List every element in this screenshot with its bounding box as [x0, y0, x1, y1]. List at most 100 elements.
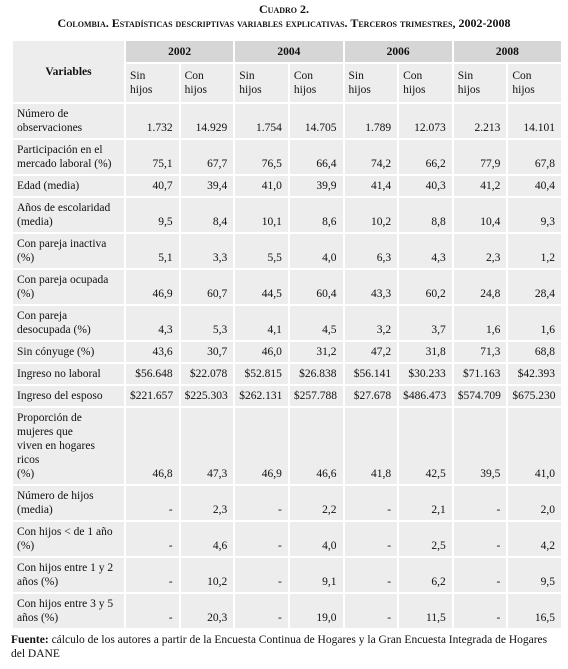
- cell-value: 24,8: [453, 270, 507, 304]
- cell-value: -: [344, 594, 398, 628]
- cell-value: -: [126, 558, 179, 592]
- cell-value: $52.815: [235, 364, 288, 384]
- cell-value: 2,3: [180, 486, 234, 520]
- cell-value: 4,0: [289, 522, 343, 556]
- cell-value: 28,4: [508, 270, 561, 304]
- cell-value: 46,0: [235, 342, 288, 362]
- data-row: Años de escolaridad (media) 9,5 8,4 10,1 8,6…: [13, 198, 561, 232]
- cell-value: 40,3: [399, 176, 452, 196]
- cell-value: 9,1: [289, 558, 343, 592]
- cell-value: 9,5: [126, 198, 179, 232]
- cell-value: 39,9: [289, 176, 343, 196]
- cell-value: 31,2: [289, 342, 343, 362]
- cell-value: $221.657: [126, 386, 179, 406]
- cell-value: 2,3: [453, 234, 507, 268]
- cell-value: 60,7: [180, 270, 234, 304]
- cell-value: 8,6: [289, 198, 343, 232]
- corner-header: Variables: [13, 41, 124, 102]
- cell-value: 4,3: [399, 234, 452, 268]
- cell-value: $56.648: [126, 364, 179, 384]
- data-row: Edad (media) 40,7 39,4 41,0 39,9 41,4 40,3 41,2…: [13, 176, 561, 196]
- cell-value: 3,7: [399, 306, 452, 340]
- cell-value: 2,2: [289, 486, 343, 520]
- cell-value: 1,6: [453, 306, 507, 340]
- cell-value: 46,8: [126, 408, 179, 484]
- cell-value: 5,3: [180, 306, 234, 340]
- source-note: Fuente: cálculo de los autores a partir …: [11, 633, 563, 661]
- data-row: Con pareja inactiva (%) 5,1 3,3 5,5 4,0 6,3 4,…: [13, 234, 561, 268]
- cell-value: 6,2: [399, 558, 452, 592]
- cell-value: 4,5: [289, 306, 343, 340]
- cell-value: 75,1: [126, 140, 179, 174]
- cell-value: 1,6: [508, 306, 561, 340]
- cell-value: 4,2: [508, 522, 561, 556]
- cell-value: 12.073: [399, 104, 452, 138]
- cell-value: 46,9: [235, 408, 288, 484]
- cell-value: -: [344, 558, 398, 592]
- cell-value: 20,3: [180, 594, 234, 628]
- cell-value: 77,9: [453, 140, 507, 174]
- cell-value: 14.705: [289, 104, 343, 138]
- row-label: Edad (media): [13, 176, 124, 196]
- source-text: cálculo de los autores a partir de la En…: [11, 634, 548, 660]
- cell-value: 41,2: [453, 176, 507, 196]
- cell-value: 60,4: [289, 270, 343, 304]
- cell-value: 5,1: [126, 234, 179, 268]
- cell-value: 19,0: [289, 594, 343, 628]
- row-label: Participación en el mercado laboral (%): [13, 140, 124, 174]
- cell-value: 30,7: [180, 342, 234, 362]
- subheader: Sin hijos: [235, 64, 288, 102]
- row-label: Proporción de mujeres que viven en hogar…: [13, 408, 124, 484]
- cell-value: -: [453, 486, 507, 520]
- cell-value: 66,2: [399, 140, 452, 174]
- data-row: Con hijos entre 3 y 5 años (%) -20,3-19,0…: [13, 594, 561, 628]
- cell-value: 3,2: [344, 306, 398, 340]
- subheader: Con hijos: [508, 64, 561, 102]
- source-label: Fuente:: [11, 634, 49, 646]
- table-number: Cuadro 2.: [259, 2, 309, 16]
- cell-value: 10,1: [235, 198, 288, 232]
- cell-value: -: [453, 558, 507, 592]
- cell-value: $30.233: [399, 364, 452, 384]
- cell-value: 67,7: [180, 140, 234, 174]
- row-label: Ingreso no laboral: [13, 364, 124, 384]
- year-header: 2002: [126, 41, 234, 62]
- cell-value: 14.929: [180, 104, 234, 138]
- cell-value: 39,4: [180, 176, 234, 196]
- data-row: Número de observaciones 1.732 14.929 1.754 1…: [13, 104, 561, 138]
- cell-value: 76,5: [235, 140, 288, 174]
- data-row: Participación en el mercado laboral (%) 7…: [13, 140, 561, 174]
- cell-value: $262.131: [235, 386, 288, 406]
- cell-value: 1.789: [344, 104, 398, 138]
- cell-value: 16,5: [508, 594, 561, 628]
- cell-value: -: [126, 486, 179, 520]
- cell-value: 1.732: [126, 104, 179, 138]
- year-header: 2004: [235, 41, 343, 62]
- cell-value: 10,2: [344, 198, 398, 232]
- cell-value: 8,4: [180, 198, 234, 232]
- cell-value: 4,1: [235, 306, 288, 340]
- cell-value: 4,6: [180, 522, 234, 556]
- row-label: Con hijos < de 1 año (%): [13, 522, 124, 556]
- cell-value: -: [453, 594, 507, 628]
- cell-value: 11,5: [399, 594, 452, 628]
- cell-value: 43,3: [344, 270, 398, 304]
- cell-value: 10,2: [180, 558, 234, 592]
- cell-value: 42,5: [399, 408, 452, 484]
- cell-value: 40,7: [126, 176, 179, 196]
- cell-value: 41,4: [344, 176, 398, 196]
- cell-value: 46,9: [126, 270, 179, 304]
- cell-value: 41,0: [235, 176, 288, 196]
- row-label: Sin cónyuge (%): [13, 342, 124, 362]
- cell-value: -: [344, 522, 398, 556]
- cell-value: -: [344, 486, 398, 520]
- cell-value: 9,5: [508, 558, 561, 592]
- subheader: Con hijos: [399, 64, 452, 102]
- cell-value: $257.788: [289, 386, 343, 406]
- data-row: Con hijos entre 1 y 2 años (%) -10,2-9,1-…: [13, 558, 561, 592]
- cell-value: $574.709: [453, 386, 507, 406]
- cell-value: 41,8: [344, 408, 398, 484]
- row-label: Número de hijos (media): [13, 486, 124, 520]
